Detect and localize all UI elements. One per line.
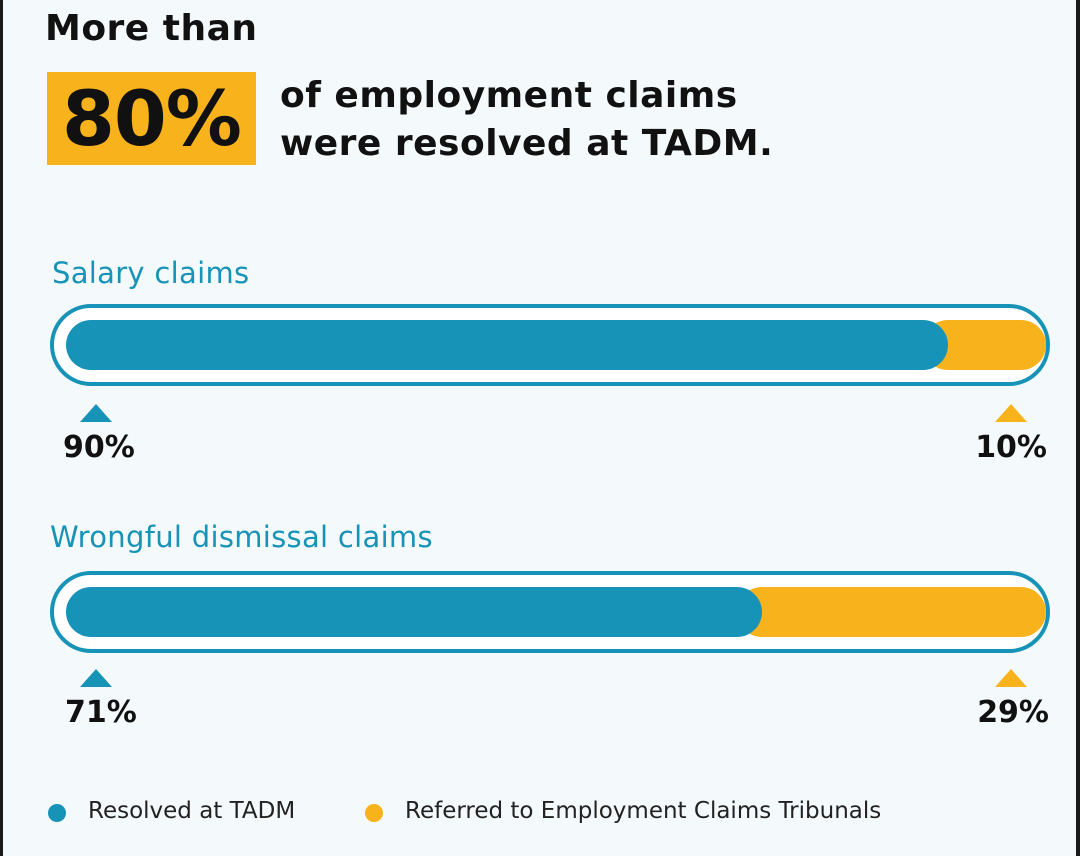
legend-dot-resolved — [48, 804, 66, 822]
legend-label-resolved: Resolved at TADM — [88, 798, 296, 824]
highlight-percent: 80% — [62, 74, 242, 163]
label-resolved-wrongful-dismissal: 71% — [65, 695, 137, 730]
chart-title-wrongful-dismissal: Wrongful dismissal claims — [50, 520, 433, 554]
chart-title-salary: Salary claims — [52, 256, 250, 290]
bar-segment-referred-wrongful-dismissal — [736, 587, 1046, 637]
headline-line-2: were resolved at TADM. — [280, 123, 774, 164]
bar-segment-resolved-wrongful-dismissal — [66, 587, 762, 637]
frame-border-right — [1076, 0, 1080, 856]
frame-border-left — [0, 0, 3, 856]
highlight-box: 80% — [47, 72, 256, 165]
label-referred-wrongful-dismissal: 29% — [977, 695, 1049, 730]
marker-resolved-salary — [80, 404, 112, 422]
label-referred-salary: 10% — [975, 430, 1047, 465]
marker-referred-wrongful-dismissal — [995, 669, 1027, 687]
bar-track-salary — [50, 304, 1050, 386]
marker-referred-salary — [995, 404, 1027, 422]
label-resolved-salary: 90% — [63, 430, 135, 465]
legend-dot-referred — [365, 804, 383, 822]
bar-segment-resolved-salary — [66, 320, 948, 370]
bar-track-wrongful-dismissal — [50, 571, 1050, 653]
headline-prefix: More than — [45, 8, 258, 49]
marker-resolved-wrongful-dismissal — [80, 669, 112, 687]
headline-text: of employment claims were resolved at TA… — [280, 72, 773, 168]
headline-line-1: of employment claims — [280, 75, 738, 116]
legend-label-referred: Referred to Employment Claims Tribunals — [405, 798, 882, 824]
